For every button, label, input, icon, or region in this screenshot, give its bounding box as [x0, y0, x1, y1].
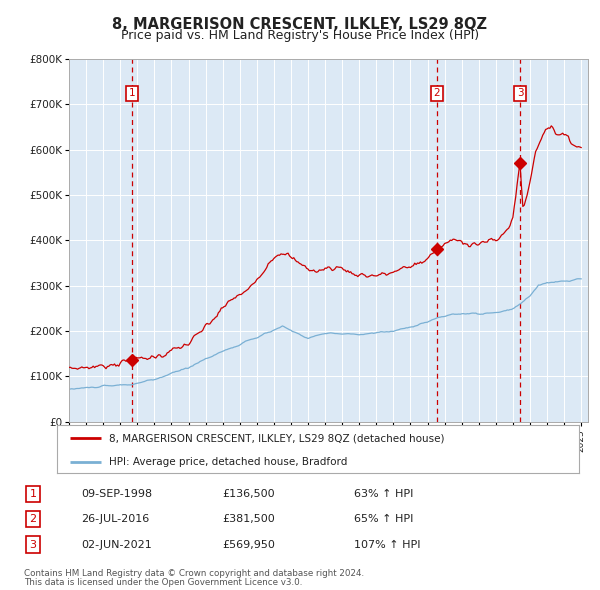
- Text: £381,500: £381,500: [222, 514, 275, 524]
- Text: 63% ↑ HPI: 63% ↑ HPI: [354, 489, 413, 499]
- Text: 2: 2: [29, 514, 37, 524]
- Text: £136,500: £136,500: [222, 489, 275, 499]
- Text: 26-JUL-2016: 26-JUL-2016: [81, 514, 149, 524]
- Text: 02-JUN-2021: 02-JUN-2021: [81, 540, 152, 549]
- Text: This data is licensed under the Open Government Licence v3.0.: This data is licensed under the Open Gov…: [24, 578, 302, 588]
- Text: 107% ↑ HPI: 107% ↑ HPI: [354, 540, 421, 549]
- Text: £569,950: £569,950: [222, 540, 275, 549]
- Text: 3: 3: [517, 88, 523, 99]
- Text: 1: 1: [29, 489, 37, 499]
- Text: 8, MARGERISON CRESCENT, ILKLEY, LS29 8QZ: 8, MARGERISON CRESCENT, ILKLEY, LS29 8QZ: [113, 17, 487, 31]
- Text: 1: 1: [129, 88, 136, 99]
- Text: 8, MARGERISON CRESCENT, ILKLEY, LS29 8QZ (detached house): 8, MARGERISON CRESCENT, ILKLEY, LS29 8QZ…: [109, 433, 445, 443]
- Text: 3: 3: [29, 540, 37, 549]
- Text: 2: 2: [434, 88, 440, 99]
- Text: 09-SEP-1998: 09-SEP-1998: [81, 489, 152, 499]
- Text: Contains HM Land Registry data © Crown copyright and database right 2024.: Contains HM Land Registry data © Crown c…: [24, 569, 364, 578]
- Text: 65% ↑ HPI: 65% ↑ HPI: [354, 514, 413, 524]
- Text: HPI: Average price, detached house, Bradford: HPI: Average price, detached house, Brad…: [109, 457, 347, 467]
- Text: Price paid vs. HM Land Registry's House Price Index (HPI): Price paid vs. HM Land Registry's House …: [121, 30, 479, 42]
